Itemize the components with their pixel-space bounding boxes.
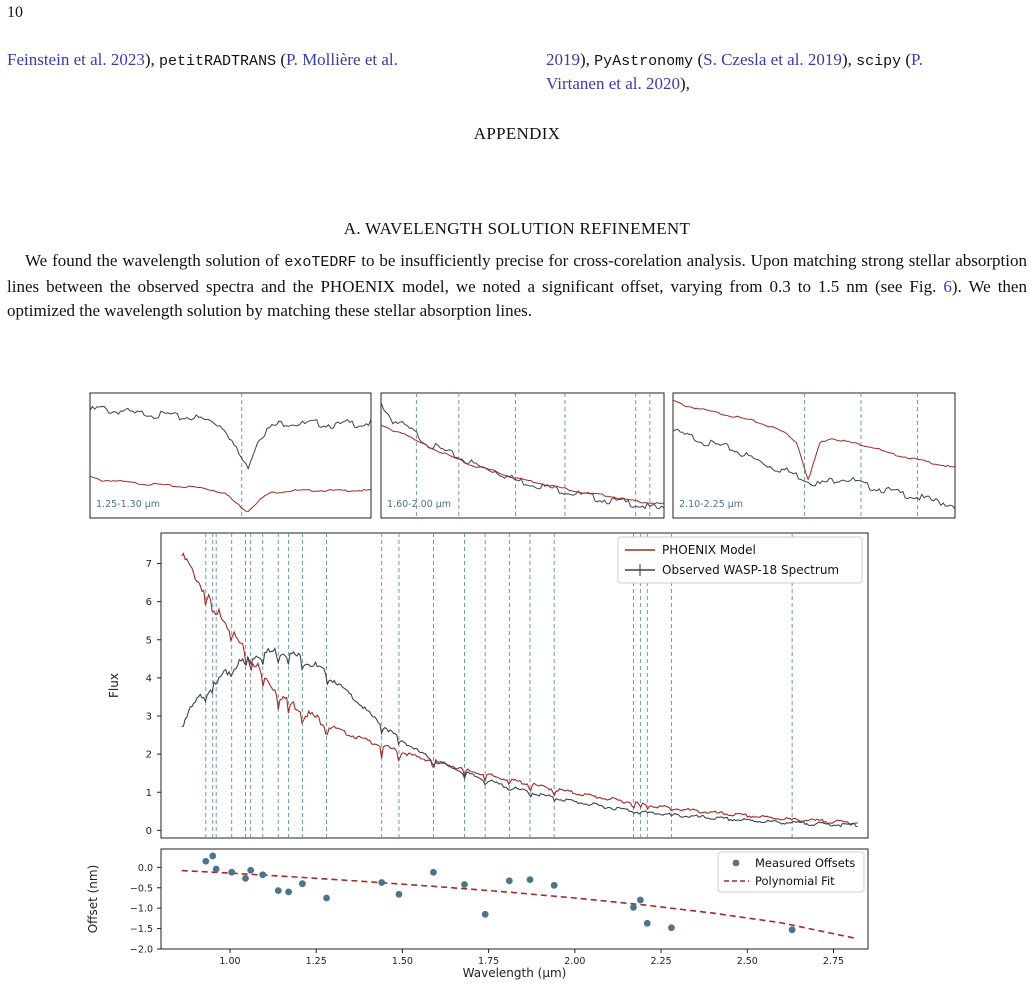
citation-link[interactable]: S. Czesla et al. 2019	[703, 50, 842, 69]
x-tick-label: 2.75	[823, 956, 844, 967]
measured-offset-point	[299, 880, 306, 888]
appendix-heading: APPENDIX	[473, 124, 561, 143]
references-right-line-1: 2019), PyAstronomy (S. Czesla et al. 201…	[546, 49, 923, 73]
inset-frame	[380, 392, 665, 519]
y-tick-label: −1.5	[130, 924, 153, 935]
body-paragraph: We found the wavelength solution of exoT…	[7, 249, 1027, 323]
main-legend-box	[617, 536, 863, 584]
y-tick-label: 3	[146, 712, 152, 723]
figure-6: 1.25-1.30 μm 1.60-2.00 μm 2.10-2.25 μm 0 1 2 3…	[86, 392, 956, 980]
citation-link[interactable]: P. Mollière et al.	[286, 50, 398, 69]
x-tick-label: 2.25	[650, 956, 671, 967]
citation-link[interactable]: 6	[943, 277, 952, 296]
y-tick-label: −0.5	[130, 883, 153, 894]
measured-offset-point	[481, 910, 489, 918]
measured-offset-point	[630, 903, 637, 911]
measured-offset-point	[242, 874, 249, 882]
text-run: ),	[580, 50, 595, 69]
measured-offset-point	[643, 919, 651, 927]
residual-legend-box	[717, 851, 865, 893]
measured-offset-point	[550, 881, 558, 889]
measured-offset-point	[323, 894, 330, 902]
phoenix-model-line	[181, 552, 858, 825]
y-tick-label: 7	[146, 559, 152, 570]
y-tick-label: 5	[146, 635, 152, 646]
measured-offset-point	[430, 868, 437, 876]
legend-swatch-offsets	[732, 859, 740, 867]
measured-offset-point	[461, 881, 468, 888]
references-left: Feinstein et al. 2023), petitRADTRANS (P…	[7, 49, 398, 73]
text-run: We found the wavelength solution of	[25, 251, 285, 270]
inset-range-label: 1.60-2.00 μm	[387, 499, 451, 510]
text-run: ). We then optimized the wavelength solu…	[7, 277, 1027, 320]
legend-label-phoenix: PHOENIX Model	[662, 543, 756, 557]
x-tick-label: 2.50	[737, 956, 758, 967]
code-name: scipy	[856, 53, 902, 70]
phoenix-model-line	[380, 424, 665, 505]
x-tick-label: 1.00	[219, 956, 240, 967]
code-name: PyAstronomy	[594, 53, 694, 70]
observed-spectrum-line	[181, 647, 858, 828]
citation-link[interactable]: Virtanen et al. 2020	[546, 74, 680, 93]
y-tick-label: −1.0	[130, 904, 153, 915]
code-name: petitRADTRANS	[159, 53, 277, 70]
citation-link[interactable]: Feinstein et al. 2023	[7, 50, 145, 69]
measured-offset-point	[285, 888, 293, 896]
citation-link[interactable]: P.	[911, 50, 923, 69]
measured-offset-point	[395, 890, 403, 898]
measured-offset-point	[668, 924, 675, 932]
measured-offset-point	[228, 868, 236, 876]
y-tick-label: 1	[146, 788, 152, 799]
y-tick-label: 2	[146, 750, 152, 761]
measured-offset-point	[259, 871, 267, 879]
measured-offset-point	[505, 877, 513, 885]
measured-offset-point	[378, 879, 386, 886]
x-tick-label: 1.50	[392, 956, 413, 967]
observed-spectrum-line	[89, 405, 372, 470]
text-run: (	[693, 50, 704, 69]
references-right-line-2: Virtanen et al. 2020),	[546, 73, 690, 95]
measured-offset-point	[788, 926, 796, 934]
text-run: (	[901, 50, 912, 69]
inset-panel-3: 2.10-2.25 μm	[672, 392, 956, 519]
section-heading: A. WAVELENGTH SOLUTION REFINEMENT	[343, 219, 691, 238]
measured-offset-point	[247, 866, 255, 874]
x-axis-label: Wavelength (μm)	[463, 966, 567, 980]
legend-label-offsets: Measured Offsets	[755, 856, 855, 870]
legend-label-observed: Observed WASP-18 Spectrum	[662, 563, 839, 577]
measured-offset-point	[202, 857, 210, 865]
observed-spectrum-line	[672, 428, 956, 510]
text-run: to be insufficiently precise for cross-c…	[7, 251, 1027, 296]
measured-offset-point	[274, 887, 282, 895]
page-number: 10	[7, 4, 23, 21]
measured-offset-point	[526, 876, 534, 884]
y-tick-label: 0.0	[138, 863, 153, 874]
x-tick-label: 1.25	[306, 956, 327, 967]
polynomial-fit-line	[181, 869, 858, 940]
y-tick-label: −2.0	[130, 945, 153, 956]
inset-panel-1: 1.25-1.30 μm	[89, 392, 372, 519]
text-run: ),	[841, 50, 857, 69]
measured-offset-point	[212, 865, 220, 873]
measured-offset-point	[636, 896, 644, 904]
text-run: ),	[144, 50, 160, 69]
phoenix-model-line	[89, 475, 372, 513]
code-name: exoTEDRF	[284, 254, 357, 271]
y-tick-label: 0	[146, 826, 152, 837]
phoenix-model-line	[672, 399, 956, 481]
y-tick-label: 4	[146, 673, 152, 684]
inset-range-label: 2.10-2.25 μm	[679, 499, 743, 510]
x-tick-label: 1.75	[478, 956, 499, 967]
text-run: (	[276, 50, 286, 69]
y-tick-label: 6	[146, 597, 152, 608]
citation-link[interactable]: 2019	[546, 50, 580, 69]
y-axis-label: Offset (nm)	[86, 865, 100, 934]
legend-label-fit: Polynomial Fit	[755, 874, 835, 888]
measured-offset-point	[209, 852, 217, 860]
x-tick-label: 2.00	[564, 956, 585, 967]
text-run: ),	[680, 74, 690, 93]
inset-range-label: 1.25-1.30 μm	[96, 499, 160, 510]
inset-panel-2: 1.60-2.00 μm	[380, 392, 665, 519]
y-axis-label: Flux	[107, 673, 121, 698]
